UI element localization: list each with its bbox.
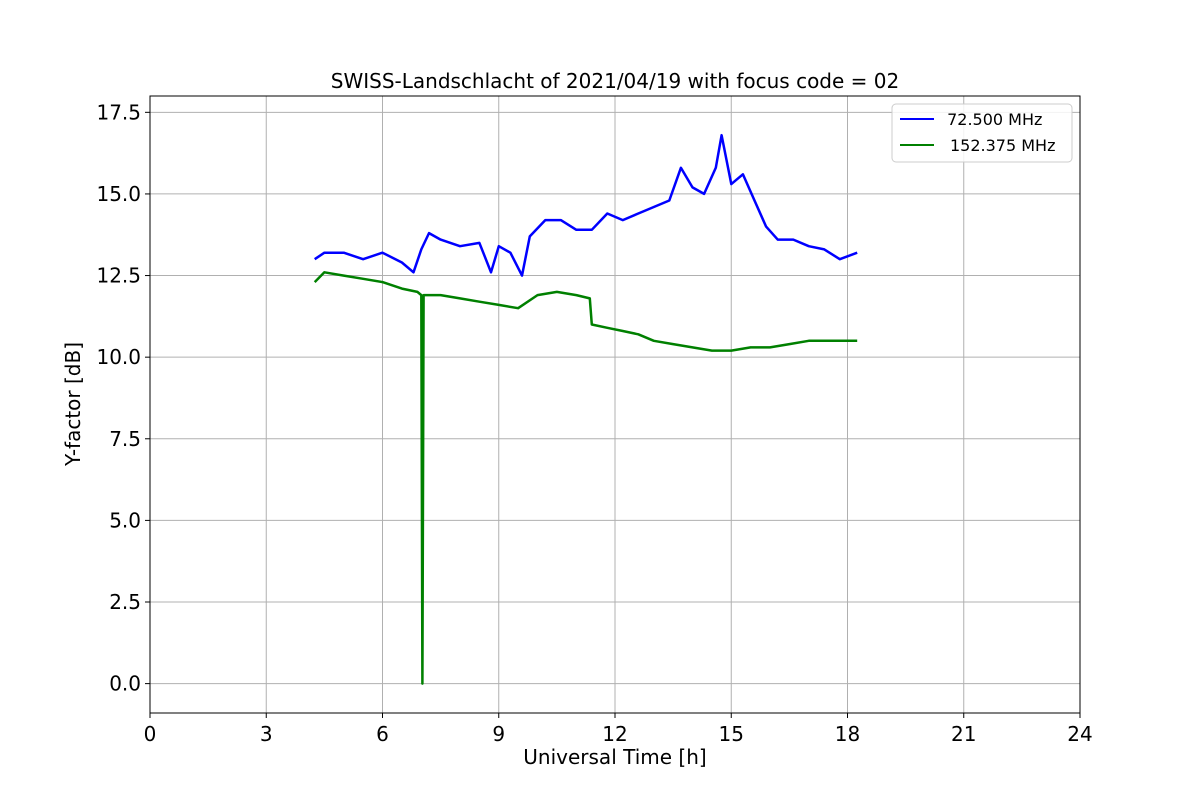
- x-axis-label: Universal Time [h]: [523, 745, 706, 769]
- y-tick-label: 0.0: [109, 672, 141, 696]
- x-tick-label: 9: [492, 722, 505, 746]
- series-layer: [313, 133, 858, 685]
- y-axis-label: Y-factor [dB]: [61, 342, 85, 467]
- y-axis: 0.0 2.5 5.0 7.5 10.0 12.5 15.0 17.5: [96, 100, 150, 696]
- chart-title: SWISS-Landschlacht of 2021/04/19 with fo…: [331, 69, 899, 93]
- legend-box: [891, 103, 1073, 163]
- series-line-72-500: [314, 133, 858, 277]
- y-tick-label: 2.5: [109, 590, 141, 614]
- legend-label-152-375: 152.375 MHz: [950, 136, 1055, 155]
- x-axis: 0 3 6 9 12 15 18 21 24: [144, 713, 1093, 746]
- y-tick-label: 17.5: [96, 100, 141, 124]
- x-tick-label: 15: [719, 722, 744, 746]
- legend-label-72-500: 72.500 MHz: [942, 110, 1042, 129]
- x-tick-label: 3: [260, 722, 273, 746]
- x-tick-label: 24: [1067, 722, 1092, 746]
- y-tick-label: 7.5: [109, 427, 141, 451]
- x-tick-label: 12: [602, 722, 627, 746]
- x-tick-label: 21: [951, 722, 976, 746]
- series-line-152-375: [313, 271, 858, 685]
- x-tick-label: 18: [835, 722, 860, 746]
- legend: 72.500 MHz 152.375 MHz: [891, 103, 1073, 163]
- y-tick-label: 15.0: [96, 182, 141, 206]
- y-tick-label: 12.5: [96, 264, 141, 288]
- x-tick-label: 0: [144, 722, 157, 746]
- grid: [149, 96, 1081, 713]
- y-tick-label: 10.0: [96, 345, 141, 369]
- y-tick-label: 5.0: [109, 508, 141, 532]
- x-tick-label: 6: [376, 722, 389, 746]
